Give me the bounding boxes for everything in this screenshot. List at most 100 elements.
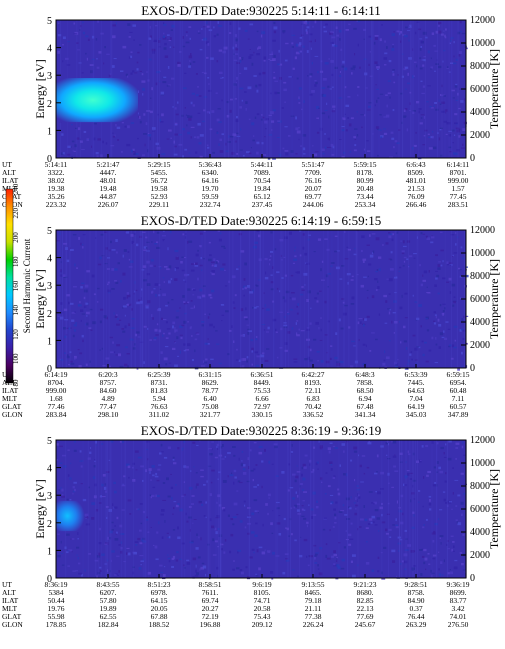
streak [56,230,58,368]
noise-pixel [196,444,199,447]
orbit-value: 330.15 [252,410,273,419]
noise-pixel [207,543,210,546]
orbit-value: 245.67 [355,620,376,629]
noise-pixel [121,151,123,153]
orbit-value: 6.66 [255,394,268,403]
noise-pixel [386,454,388,456]
noise-pixel [374,37,378,40]
noise-pixel [320,60,323,63]
streak [95,440,97,578]
noise-pixel [333,553,337,557]
streak [448,20,450,158]
noise-pixel [354,248,356,250]
noise-pixel [290,451,294,453]
noise-pixel [137,51,140,54]
noise-pixel [391,320,393,324]
noise-pixel [368,263,372,266]
orbit-value: 226.24 [303,620,324,629]
noise-pixel [352,574,356,578]
noise-pixel [356,230,359,232]
noise-pixel [156,70,161,74]
orbit-value: 82.85 [357,596,374,605]
noise-pixel [350,459,353,462]
noise-pixel [195,94,199,97]
noise-pixel [142,537,146,540]
noise-pixel [164,266,168,268]
noise-pixel [232,46,235,50]
noise-pixel [378,129,382,131]
noise-pixel [408,266,410,268]
noise-pixel [423,135,426,137]
streak [139,230,141,368]
noise-pixel [251,62,254,66]
noise-pixel [180,261,183,264]
noise-pixel [158,46,161,48]
noise-pixel [321,112,326,115]
noise-pixel [246,516,251,518]
noise-pixel [458,128,461,131]
noise-pixel [461,441,464,444]
noise-pixel [85,302,89,305]
noise-pixel [105,471,110,473]
noise-pixel [302,233,305,236]
noise-pixel [277,63,281,66]
noise-pixel [326,102,328,105]
noise-pixel [430,136,434,139]
noise-pixel [177,503,180,506]
orbit-value: 68.50 [357,386,374,395]
noise-pixel [114,280,117,282]
y-tick-label: 1 [47,336,52,347]
noise-pixel [165,337,169,339]
noise-pixel [387,92,391,95]
noise-pixel [224,269,226,271]
noise-pixel [385,114,390,118]
noise-pixel [179,334,183,336]
orbit-value: 64.63 [408,386,425,395]
noise-pixel [446,543,448,546]
noise-pixel [362,258,367,261]
noise-pixel [400,92,403,95]
noise-pixel [432,557,436,560]
noise-pixel [454,559,458,562]
noise-pixel [241,571,244,575]
noise-pixel [261,551,266,555]
noise-pixel [200,566,204,570]
noise-pixel [263,329,266,331]
streak [320,20,322,158]
noise-pixel [211,525,215,529]
streak [302,20,304,158]
colorbar-tick-label: 120 [12,329,20,340]
noise-pixel [452,142,454,144]
noise-pixel [458,135,461,138]
noise-pixel [142,559,145,562]
noise-pixel [314,562,318,564]
orbit-value: 999.00 [46,386,67,395]
noise-pixel [411,75,415,79]
noise-pixel [232,446,236,448]
noise-pixel [336,34,339,37]
noise-pixel [350,303,355,305]
noise-pixel [450,39,452,42]
noise-pixel [380,445,384,448]
streak [98,440,100,578]
noise-pixel [196,533,198,536]
noise-pixel [248,118,251,121]
noise-pixel [365,87,368,89]
noise-pixel [295,475,299,479]
noise-pixel [111,521,114,524]
noise-pixel [174,249,179,253]
noise-pixel [366,315,370,318]
noise-pixel [291,34,296,36]
noise-pixel [207,316,210,319]
noise-pixel [363,38,366,40]
noise-pixel [151,48,156,52]
noise-pixel [166,138,170,140]
noise-pixel [272,510,274,512]
noise-pixel [130,303,132,306]
noise-pixel [209,493,212,497]
noise-pixel [463,121,467,125]
noise-pixel [292,473,296,476]
noise-pixel [392,109,395,112]
noise-pixel [66,354,69,357]
noise-pixel [403,68,407,71]
